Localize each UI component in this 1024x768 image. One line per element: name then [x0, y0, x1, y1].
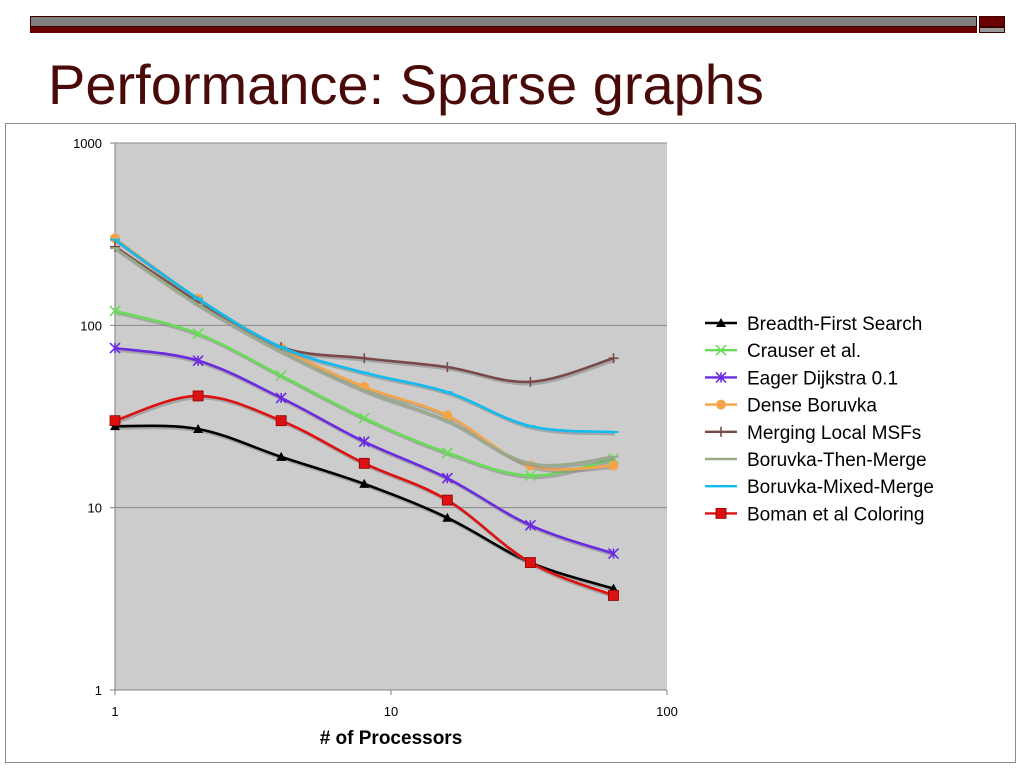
legend-item-breadth-first-search: Breadth-First Search [705, 314, 922, 335]
data-point [359, 353, 370, 364]
legend-item-boruvka-mixed-merge: Boruvka-Mixed-Merge [705, 477, 934, 498]
data-point [525, 376, 536, 387]
performance-chart: 1 10 100 1000 1 10 100 # of Processors Breadt… [73, 136, 934, 749]
legend-marker [716, 426, 726, 437]
data-point [192, 390, 204, 402]
legend-marker [715, 507, 727, 519]
data-point [608, 353, 619, 364]
x-tick-label: 100 [656, 704, 678, 719]
header-square-red [979, 16, 1005, 27]
legend-marker [715, 344, 727, 356]
series-boruvka-then-merge [110, 247, 619, 469]
header-bar-grey [30, 16, 977, 27]
data-point [608, 460, 619, 471]
data-point [275, 370, 287, 382]
slide-title: Performance: Sparse graphs [48, 53, 764, 116]
data-point [193, 424, 204, 434]
legend-label: Dense Boruvka [747, 396, 877, 417]
data-point [524, 469, 536, 482]
legend-marker [716, 318, 726, 327]
data-point [441, 494, 453, 506]
data-point [192, 355, 204, 367]
data-point [441, 447, 453, 459]
data-point [109, 415, 121, 427]
y-tick-label: 10 [88, 501, 102, 516]
legend-item-merging-local-msfs: Merging Local MSFs [705, 423, 921, 444]
legend-label: Boruvka-Mixed-Merge [747, 477, 934, 498]
data-point [525, 557, 536, 568]
data-point [441, 472, 453, 484]
series-boruvka-mixed-merge [110, 238, 619, 436]
legend: Breadth-First Search Crauser et al. Eager … [705, 314, 934, 525]
legend-item-eager-dijkstra-0-1: Eager Dijkstra 0.1 [705, 368, 898, 389]
series-crauser-et-al [109, 305, 620, 482]
data-point [276, 451, 287, 461]
data-point [442, 362, 453, 373]
data-point [524, 519, 536, 531]
x-tick-label: 10 [384, 704, 398, 719]
data-point [607, 548, 620, 560]
data-point [608, 590, 619, 601]
y-tick-label: 100 [80, 318, 102, 333]
legend-label: Breadth-First Search [747, 314, 922, 335]
y-tick-label: 1 [95, 683, 102, 698]
legend-label: Boman et al Coloring [747, 504, 924, 525]
legend-item-boruvka-then-merge: Boruvka-Then-Merge [705, 450, 927, 471]
data-point [275, 415, 287, 427]
data-point [442, 410, 453, 421]
y-tick-label: 1000 [73, 136, 102, 151]
legend-marker [715, 371, 727, 383]
x-tick-label: 1 [111, 704, 118, 719]
data-point [109, 342, 121, 354]
data-point [192, 328, 204, 340]
plot-area [115, 143, 667, 690]
data-point [275, 392, 287, 404]
series-layer [109, 233, 620, 601]
data-point [109, 305, 121, 317]
data-point [358, 457, 370, 469]
data-point [358, 412, 370, 424]
header-bar-red [30, 27, 977, 33]
data-point [359, 478, 370, 488]
x-axis-ticks: 1 10 100 [111, 690, 678, 719]
legend-label: Crauser et al. [747, 341, 861, 362]
slide-header-bar [30, 16, 1005, 34]
legend-item-boman-et-al-coloring: Boman et al Coloring [705, 504, 924, 525]
y-axis-ticks: 1 10 100 1000 [73, 136, 115, 698]
header-square-grey [979, 27, 1005, 33]
data-point [110, 241, 120, 252]
series-boman-et-al-coloring [109, 390, 619, 601]
x-axis-label: # of Processors [320, 728, 463, 749]
legend-item-dense-boruvka: Dense Boruvka [705, 396, 877, 417]
data-point [358, 436, 370, 448]
legend-label: Eager Dijkstra 0.1 [747, 368, 898, 389]
legend-label: Merging Local MSFs [747, 423, 921, 444]
data-point [442, 512, 453, 522]
legend-item-crauser-et-al: Crauser et al. [705, 341, 861, 362]
legend-marker [716, 399, 726, 410]
legend-label: Boruvka-Then-Merge [747, 450, 927, 471]
series-eager-dijkstra-0-1 [109, 342, 620, 560]
